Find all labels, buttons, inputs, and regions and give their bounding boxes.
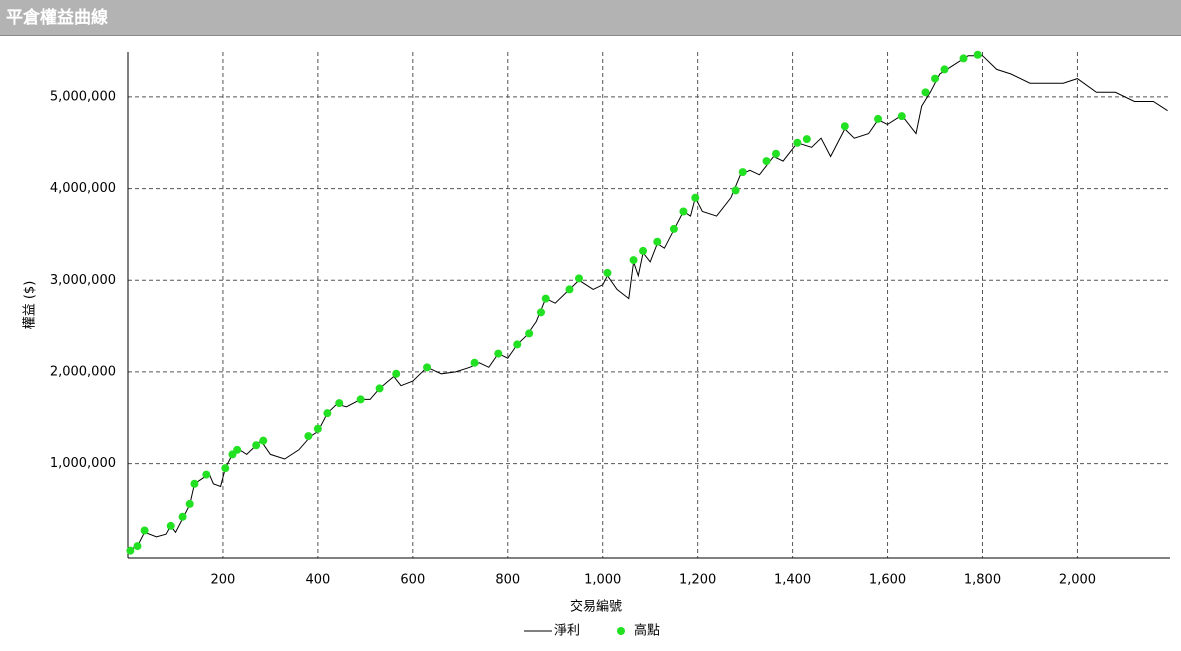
high-point	[771, 149, 780, 158]
equity-line	[127, 55, 1168, 552]
y-tick-label: 1,000,000	[50, 456, 116, 471]
high-point	[669, 224, 678, 233]
y-tick-label: 3,000,000	[50, 273, 116, 288]
high-point	[897, 112, 906, 121]
x-tick-label: 1,800	[964, 573, 1001, 588]
x-tick-label: 200	[211, 573, 236, 588]
high-point	[185, 499, 194, 508]
x-tick-label: 800	[495, 573, 520, 588]
high-point	[874, 114, 883, 123]
high-point	[166, 521, 175, 530]
high-point	[178, 512, 187, 521]
high-point	[691, 193, 700, 202]
high-point	[959, 54, 968, 63]
high-point	[259, 436, 268, 445]
high-point	[304, 432, 313, 441]
high-point	[233, 445, 242, 454]
high-point	[639, 246, 648, 255]
y-axis-label: 權益 ($)	[23, 281, 38, 330]
x-tick-label: 2,000	[1059, 573, 1096, 588]
high-point	[356, 395, 365, 404]
chart-title: 平倉權益曲線	[6, 7, 108, 28]
high-point	[126, 546, 135, 555]
high-point	[653, 237, 662, 246]
high-point	[603, 268, 612, 277]
x-tick-label: 1,400	[774, 573, 811, 588]
high-point	[392, 369, 401, 378]
x-tick-label: 1,000	[584, 573, 621, 588]
high-point	[140, 526, 149, 535]
x-axis-label: 交易編號	[570, 599, 622, 615]
title-bar	[0, 0, 1181, 35]
high-point	[931, 74, 940, 83]
high-point	[133, 542, 142, 551]
high-point	[738, 168, 747, 177]
high-point	[793, 138, 802, 147]
y-tick-label: 2,000,000	[50, 364, 116, 379]
high-point	[762, 157, 771, 166]
high-point	[574, 274, 583, 283]
high-point	[629, 256, 638, 265]
x-tick-label: 400	[305, 573, 330, 588]
high-point	[335, 399, 344, 408]
high-point	[470, 358, 479, 367]
y-tick-label: 5,000,000	[50, 89, 116, 104]
high-point	[202, 470, 211, 479]
high-point	[494, 349, 503, 358]
high-point	[802, 135, 811, 144]
high-point	[940, 65, 949, 74]
high-point	[375, 384, 384, 393]
high-point	[973, 50, 982, 59]
high-point	[525, 329, 534, 338]
high-point	[679, 207, 688, 216]
high-point	[313, 424, 322, 433]
y-tick-label: 4,000,000	[50, 181, 116, 196]
legend-dot-swatch	[617, 627, 625, 635]
high-point	[323, 409, 332, 418]
high-point	[565, 285, 574, 294]
high-point	[541, 294, 550, 303]
high-point	[537, 308, 546, 317]
x-tick-label: 1,600	[869, 573, 906, 588]
legend-label: 淨利	[554, 624, 580, 639]
high-point	[423, 363, 432, 372]
high-point	[921, 88, 930, 97]
x-tick-label: 1,200	[679, 573, 716, 588]
legend-label: 高點	[634, 623, 660, 639]
high-point	[221, 464, 230, 473]
x-tick-label: 600	[400, 573, 425, 588]
high-point	[840, 122, 849, 131]
high-point	[190, 479, 199, 488]
high-point	[731, 186, 740, 195]
high-point	[513, 340, 522, 349]
high-point	[252, 441, 261, 450]
